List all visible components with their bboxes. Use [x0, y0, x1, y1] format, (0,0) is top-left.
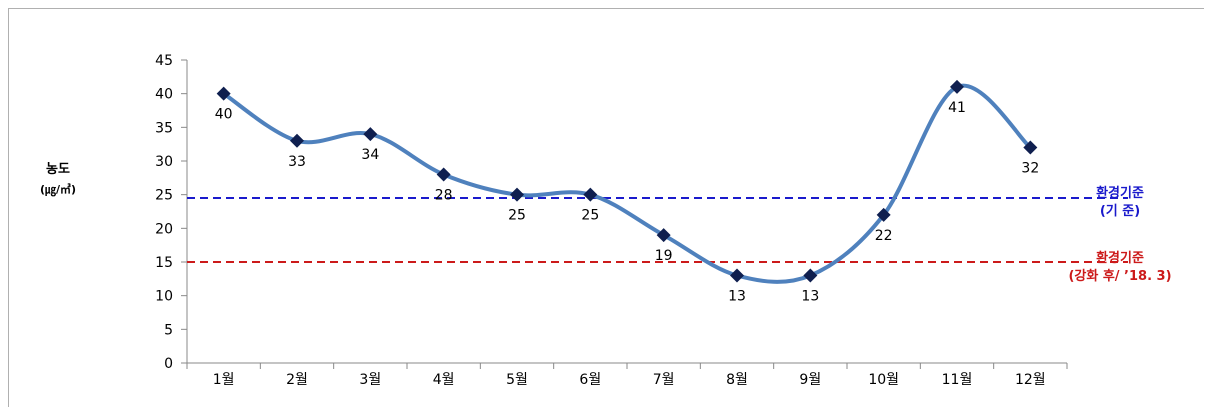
- y-axis-title-unit: (㎍/㎥): [39, 183, 77, 196]
- chart-frame: [8, 8, 1204, 407]
- data-label: 25: [581, 208, 599, 224]
- data-point-marker: [363, 127, 378, 142]
- reference-label-existing: 환경기준 (기 준): [1050, 185, 1190, 221]
- data-point-marker: [876, 207, 891, 222]
- y-tick-label: 5: [164, 322, 173, 338]
- y-tick-label: 15: [155, 255, 173, 271]
- data-label: 34: [361, 147, 379, 163]
- data-point-marker: [656, 228, 671, 243]
- x-tick-label: 2월: [286, 372, 308, 388]
- series-line: [222, 83, 1032, 284]
- data-label: 25: [508, 208, 526, 224]
- data-label: 28: [435, 187, 453, 203]
- reference-label-strengthened-sub: (강화 후/ ’18. 3): [1068, 269, 1172, 284]
- data-label: 22: [875, 228, 893, 244]
- y-tick-label: 40: [155, 87, 173, 103]
- x-tick-label: 1월: [213, 372, 235, 388]
- y-axis-title: 농도 (㎍/㎥): [28, 160, 88, 200]
- y-tick-label: 25: [155, 188, 173, 204]
- x-tick-label: 6월: [579, 372, 601, 388]
- x-tick-label: 4월: [433, 372, 455, 388]
- data-label: 13: [801, 288, 819, 304]
- y-tick-label: 35: [155, 120, 173, 136]
- x-tick-label: 11월: [942, 372, 973, 388]
- data-point-marker: [290, 133, 304, 148]
- data-point-marker: [803, 268, 818, 283]
- x-tick-label: 3월: [359, 372, 381, 388]
- x-tick-label: 8월: [726, 372, 748, 388]
- y-tick-label: 0: [164, 356, 173, 372]
- y-tick-label: 30: [155, 154, 173, 170]
- data-label: 40: [215, 107, 233, 123]
- reference-label-existing-sub: (기 준): [1099, 204, 1141, 219]
- data-point-marker: [510, 187, 524, 202]
- data-point-marker: [216, 86, 231, 101]
- y-axis-title-main: 농도: [46, 162, 70, 177]
- reference-label-strengthened-title: 환경기준: [1096, 251, 1144, 266]
- y-tick-label: 20: [155, 221, 173, 237]
- x-tick-label: 12월: [1015, 372, 1046, 388]
- data-label: 33: [288, 154, 306, 170]
- x-tick-label: 7월: [653, 372, 675, 388]
- y-tick-label: 10: [155, 289, 173, 305]
- data-point-marker: [1023, 140, 1038, 155]
- data-point-marker: [950, 79, 964, 94]
- data-label: 19: [655, 248, 673, 264]
- data-label: 32: [1021, 161, 1039, 177]
- x-tick-label: 5월: [506, 372, 528, 388]
- data-point-marker: [436, 167, 451, 182]
- x-tick-label: 9월: [799, 372, 821, 388]
- data-label: 13: [728, 288, 746, 304]
- x-tick-label: 10월: [868, 372, 899, 388]
- y-tick-label: 45: [155, 53, 173, 69]
- data-point-marker: [730, 268, 744, 283]
- data-label: 41: [948, 100, 966, 116]
- data-point-marker: [583, 187, 598, 202]
- reference-label-existing-title: 환경기준: [1096, 186, 1144, 201]
- reference-label-strengthened: 환경기준 (강화 후/ ’18. 3): [1030, 250, 1210, 286]
